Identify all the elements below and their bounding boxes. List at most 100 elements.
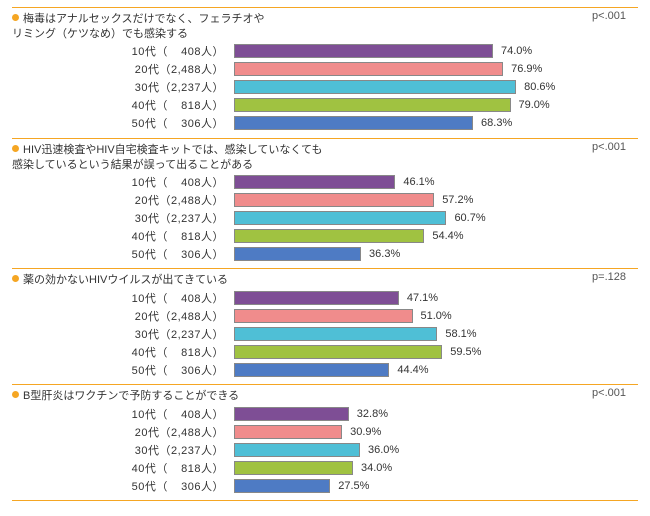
bar-track: 60.7% bbox=[234, 211, 584, 225]
bar-value: 57.2% bbox=[442, 193, 473, 207]
bullet-icon bbox=[12, 391, 19, 398]
group-title: 梅毒はアナルセックスだけでなく、フェラチオやリミング（ケツなめ）でも感染する bbox=[12, 10, 264, 42]
row-label: 40代（ 818人） bbox=[12, 228, 234, 244]
bar-row: 50代（ 306人） 44.4% bbox=[12, 361, 638, 378]
bar bbox=[234, 247, 361, 261]
row-label: 40代（ 818人） bbox=[12, 344, 234, 360]
bar-value: 51.0% bbox=[421, 309, 452, 323]
row-label: 40代（ 818人） bbox=[12, 460, 234, 476]
bullet-icon bbox=[12, 275, 19, 282]
bar-track: 51.0% bbox=[234, 309, 584, 323]
bar bbox=[234, 98, 511, 112]
bar-row: 50代（ 306人） 27.5% bbox=[12, 477, 638, 494]
bar-track: 68.3% bbox=[234, 116, 584, 130]
bar-row: 30代（2,237人）36.0% bbox=[12, 441, 638, 458]
bar bbox=[234, 116, 473, 130]
bar-row: 50代（ 306人） 68.3% bbox=[12, 115, 638, 132]
bar bbox=[234, 80, 516, 94]
bar-value: 80.6% bbox=[524, 80, 555, 94]
row-label: 50代（ 306人） bbox=[12, 362, 234, 378]
p-value: p<.001 bbox=[592, 10, 626, 22]
bar bbox=[234, 62, 503, 76]
bar-track: 44.4% bbox=[234, 363, 584, 377]
bar-value: 47.1% bbox=[407, 291, 438, 305]
bar-row: 40代（ 818人） 59.5% bbox=[12, 343, 638, 360]
bar-track: 36.0% bbox=[234, 443, 584, 457]
bar-track: 36.3% bbox=[234, 247, 584, 261]
bullet-icon bbox=[12, 145, 19, 152]
row-label: 40代（ 818人） bbox=[12, 97, 234, 113]
bar-row: 20代（2,488人） 57.2% bbox=[12, 191, 638, 208]
p-value: p<.001 bbox=[592, 141, 626, 153]
bar bbox=[234, 44, 493, 58]
bar bbox=[234, 345, 442, 359]
bar-track: 34.0% bbox=[234, 461, 584, 475]
bar-value: 68.3% bbox=[481, 116, 512, 130]
bar-row: 50代（ 306人） 36.3% bbox=[12, 245, 638, 262]
bar-value: 74.0% bbox=[501, 44, 532, 58]
chart-group: 梅毒はアナルセックスだけでなく、フェラチオやリミング（ケツなめ）でも感染する p<… bbox=[12, 7, 638, 139]
bar bbox=[234, 193, 434, 207]
bar-value: 76.9% bbox=[511, 62, 542, 76]
bar-row: 10代（ 408人）32.8% bbox=[12, 405, 638, 422]
bar bbox=[234, 363, 389, 377]
group-title: HIV迅速検査やHIV自宅検査キットでは、感染していなくても感染しているという結… bbox=[12, 141, 322, 173]
chart-group: 薬の効かないHIVウイルスが出てきている p=.128 10代（ 408人） 47.1… bbox=[12, 268, 638, 385]
bar-track: 57.2% bbox=[234, 193, 584, 207]
bar-row: 10代（ 408人） 46.1% bbox=[12, 173, 638, 190]
bar-value: 60.7% bbox=[454, 211, 485, 225]
bar-value: 54.4% bbox=[432, 229, 463, 243]
bar-row: 20代（2,488人） 76.9% bbox=[12, 61, 638, 78]
row-label: 20代（2,488人） bbox=[12, 61, 234, 77]
bar-value: 58.1% bbox=[445, 327, 476, 341]
bar bbox=[234, 425, 342, 439]
bar-value: 32.8% bbox=[357, 407, 388, 421]
row-label: 10代（ 408人） bbox=[12, 174, 234, 190]
group-title: 薬の効かないHIVウイルスが出てきている bbox=[12, 271, 228, 288]
bar-value: 36.0% bbox=[368, 443, 399, 457]
bar-track: 30.9% bbox=[234, 425, 584, 439]
row-label: 50代（ 306人） bbox=[12, 115, 234, 131]
bar-track: 76.9% bbox=[234, 62, 584, 76]
bar-track: 59.5% bbox=[234, 345, 584, 359]
bar-value: 46.1% bbox=[403, 175, 434, 189]
bar bbox=[234, 291, 399, 305]
chart-group: HIV迅速検査やHIV自宅検査キットでは、感染していなくても感染しているという結… bbox=[12, 138, 638, 270]
bar-track: 32.8% bbox=[234, 407, 584, 421]
row-label: 20代（2,488人） bbox=[12, 192, 234, 208]
bar-value: 30.9% bbox=[350, 425, 381, 439]
chart-group: B型肝炎はワクチンで予防することができる p<.001 10代（ 408人）32.8… bbox=[12, 384, 638, 501]
bar-track: 54.4% bbox=[234, 229, 584, 243]
bar bbox=[234, 461, 353, 475]
group-title: B型肝炎はワクチンで予防することができる bbox=[12, 387, 239, 404]
bar bbox=[234, 309, 413, 323]
group-header: 梅毒はアナルセックスだけでなく、フェラチオやリミング（ケツなめ）でも感染する bbox=[12, 10, 638, 42]
row-label: 10代（ 408人） bbox=[12, 290, 234, 306]
bar-track: 74.0% bbox=[234, 44, 584, 58]
bar-track: 58.1% bbox=[234, 327, 584, 341]
bar-value: 59.5% bbox=[450, 345, 481, 359]
p-value: p=.128 bbox=[592, 271, 626, 283]
bar bbox=[234, 229, 424, 243]
bar bbox=[234, 175, 395, 189]
bar bbox=[234, 443, 360, 457]
row-label: 50代（ 306人） bbox=[12, 478, 234, 494]
group-header: HIV迅速検査やHIV自宅検査キットでは、感染していなくても感染しているという結… bbox=[12, 141, 638, 173]
bar-value: 36.3% bbox=[369, 247, 400, 261]
row-label: 30代（2,237人） bbox=[12, 79, 234, 95]
bar-value: 44.4% bbox=[397, 363, 428, 377]
bar-track: 79.0% bbox=[234, 98, 584, 112]
group-header: 薬の効かないHIVウイルスが出てきている bbox=[12, 271, 638, 288]
bar bbox=[234, 327, 437, 341]
bar-value: 27.5% bbox=[338, 479, 369, 493]
row-label: 50代（ 306人） bbox=[12, 246, 234, 262]
bar-value: 34.0% bbox=[361, 461, 392, 475]
bar-value: 79.0% bbox=[519, 98, 550, 112]
row-label: 20代（2,488人） bbox=[12, 308, 234, 324]
bar-row: 10代（ 408人） 47.1% bbox=[12, 289, 638, 306]
p-value: p<.001 bbox=[592, 387, 626, 399]
bar-track: 27.5% bbox=[234, 479, 584, 493]
bar bbox=[234, 211, 446, 225]
bar-row: 40代（ 818人） 79.0% bbox=[12, 97, 638, 114]
bar-track: 80.6% bbox=[234, 80, 584, 94]
